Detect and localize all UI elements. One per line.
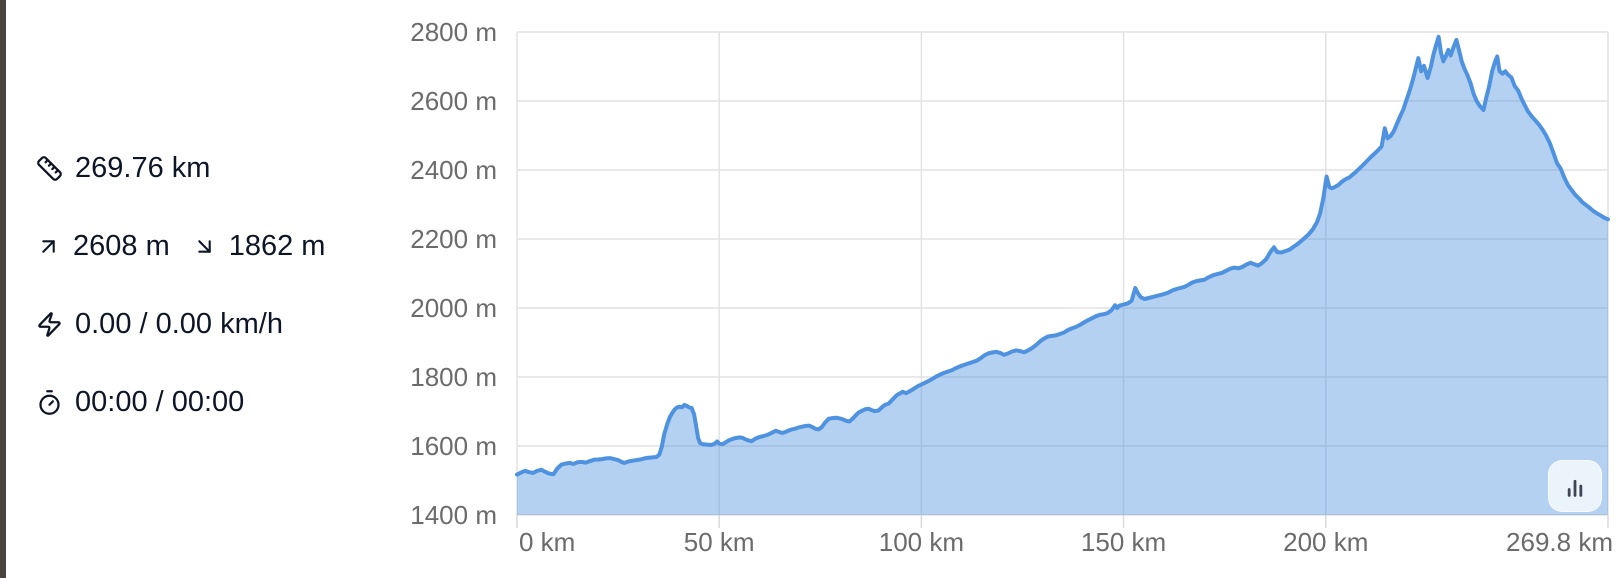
x-axis-label: 269.8 km xyxy=(1506,527,1613,557)
elevation-line xyxy=(515,34,1610,477)
arrow-down-right-icon xyxy=(197,240,211,253)
y-axis-label: 1800 m xyxy=(410,362,497,392)
y-axis-label: 2000 m xyxy=(410,293,497,323)
y-axis-label: 2600 m xyxy=(410,86,497,116)
y-axis-label: 2400 m xyxy=(410,155,497,185)
ascent-value: 2608 m xyxy=(73,230,170,262)
stat-elevation: 2608 m 1862 m xyxy=(36,228,325,265)
x-axis-label: 150 km xyxy=(1081,527,1166,557)
y-axis-label: 1400 m xyxy=(410,500,497,530)
distance-value: 269.76 km xyxy=(75,152,211,184)
ruler-icon xyxy=(37,156,62,181)
y-axis-label: 2800 m xyxy=(410,17,497,47)
stats-panel: 269.76 km 2608 m 1862 m 0.00 / 0.00 km/h… xyxy=(36,150,325,421)
bar-chart-icon xyxy=(1567,479,1583,497)
time-value: 00:00 / 00:00 xyxy=(75,386,245,418)
speed-value: 0.00 / 0.00 km/h xyxy=(75,308,283,340)
arrow-up-right-icon xyxy=(42,240,55,253)
chart-toggle-button[interactable] xyxy=(1548,460,1602,512)
elevation-area xyxy=(517,36,1608,516)
stat-speed: 0.00 / 0.00 km/h xyxy=(36,306,325,343)
stat-distance: 269.76 km xyxy=(36,150,325,187)
stat-time: 00:00 / 00:00 xyxy=(36,384,325,421)
x-axis-label: 200 km xyxy=(1283,527,1368,557)
x-axis-label: 50 km xyxy=(684,527,755,557)
stopwatch-icon xyxy=(39,390,60,415)
left-edge-strip xyxy=(0,0,6,578)
y-axis-label: 1600 m xyxy=(410,431,497,461)
y-axis-label: 2200 m xyxy=(410,224,497,254)
descent-value: 1862 m xyxy=(228,230,326,262)
x-axis-label: 0 km xyxy=(519,527,575,557)
x-axis-label: 100 km xyxy=(879,527,964,557)
lightning-icon xyxy=(38,312,61,337)
